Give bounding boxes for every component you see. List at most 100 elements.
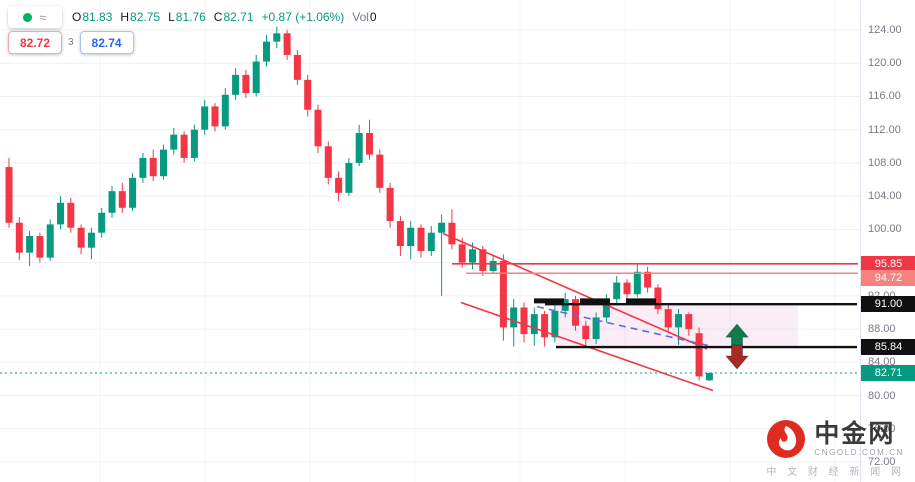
price-tag-82.71[interactable]: 82.71 [861,365,915,382]
ohlc-close-value: 82.71 [223,10,254,24]
candle-body [623,282,631,295]
instrument-dot-icon [23,12,33,22]
volume-value: 0 [369,10,377,24]
ohlc-legend: O 81.83 H 82.75 L 81.76 C 82.71 +0.87 (+… [72,10,377,24]
candle-body [77,227,85,248]
ohlc-open-label: O [72,10,82,24]
candle-body [242,74,250,94]
candle-body [211,106,219,127]
price-tag-91.00[interactable]: 91.00 [861,296,915,313]
price-axis-label: 80.00 [868,389,896,402]
price-axis-label: 124.00 [868,24,902,36]
candle-body [46,224,54,258]
trendline [442,232,708,350]
candle-body [396,221,404,246]
candle-body [592,317,600,340]
buy-price-button[interactable]: 82.74 [79,31,134,54]
candle-body [633,271,641,295]
price-axis-label: 100.00 [868,223,902,236]
candle-body [551,310,559,338]
candle-body [160,149,167,177]
volume-label: Vol [352,10,369,24]
candle-body [572,299,579,326]
candle-body [118,191,126,208]
candle-body [479,249,487,271]
candle-body [438,222,446,233]
candle-body [427,232,435,251]
ohlc-open-value: 81.83 [82,10,113,24]
candle-body [293,54,301,80]
candle-body [520,307,528,335]
candle-body [458,244,466,263]
candle-body [149,157,157,177]
candle-body [26,236,34,253]
ohlc-high-value: 82.75 [130,10,161,24]
volume: Vol 0 [352,10,376,24]
candle-body [510,307,518,328]
candle-body [448,222,456,245]
watermark-domain: CNGOLD.COM.CN [814,448,905,458]
candle-body [57,202,64,225]
candle-body [87,232,95,248]
candle-body [541,314,549,338]
candlestick-chart[interactable] [0,0,860,482]
candle-body [221,94,229,127]
candle-body [5,167,13,223]
price-axis-label: 108.00 [868,156,902,169]
ohlc-low-value: 81.76 [175,10,206,24]
candle-body [335,177,343,193]
candle-body [36,236,44,258]
candle-body [98,212,106,233]
candle-body [654,287,662,310]
ohlc-low-label: L [168,10,175,24]
spread-value: 3 [68,37,74,48]
candle-body [108,191,116,213]
candle-body [283,33,291,55]
candle-body [201,106,209,130]
order-panel: 82.72 3 82.74 [8,31,134,54]
price-axis-label: 116.00 [868,90,901,103]
price-axis[interactable]: 124.00 120.00 116.00 112.00 108.00 104.00 100.… [860,0,915,482]
candle-body [376,154,384,188]
candle-body [499,260,507,328]
ohlc-open: O 81.83 [72,10,112,24]
price-tag-85.84[interactable]: 85.84 [861,339,915,356]
price-axis-label: 104.00 [868,190,902,203]
ohlc-high-label: H [120,10,130,24]
ohlc-close-label: C [213,10,223,24]
candle-body [489,260,497,271]
candle-body [345,162,353,193]
ohlc-high: H 82.75 [120,10,160,24]
candle-body [417,227,425,251]
wave-icon: ≈ [39,9,47,25]
price-axis-label: 88.00 [868,323,896,336]
price-axis-label: 112.00 [868,123,901,136]
candle-body [695,333,703,377]
watermark-tagline: 中 文 财 经 新 闻 网 [766,467,905,478]
symbol-legend-pill[interactable]: ≈ [8,6,62,28]
candle-body [407,227,415,246]
candle-body [386,187,394,222]
price-tag-94.72[interactable]: 94.72 [861,270,915,287]
sell-price-button[interactable]: 82.72 [8,31,62,54]
candle-body [139,157,147,178]
ohlc-close: C 82.71 [214,10,254,24]
watermark-texts: 中金网 CNGOLD.COM.CN [814,421,905,458]
price-tag-95.85[interactable]: 95.85 [861,255,915,272]
trendline [536,305,710,347]
arrow-down-annotation [724,344,750,370]
cngold-logo-icon [767,420,806,458]
ohlc-low: L 81.76 [168,10,206,24]
candle-body [273,33,281,42]
candle-body [180,134,188,158]
candle-body [705,373,713,381]
candle-body [232,74,240,95]
candle-body [129,177,137,208]
candle-body [664,309,672,328]
candle-body [644,271,652,288]
cngold-watermark: 中金网 CNGOLD.COM.CN 中 文 财 经 新 闻 网 [766,419,905,478]
candle-body [602,299,610,318]
watermark-row: 中金网 CNGOLD.COM.CN [766,419,905,459]
candle-body [675,314,682,328]
